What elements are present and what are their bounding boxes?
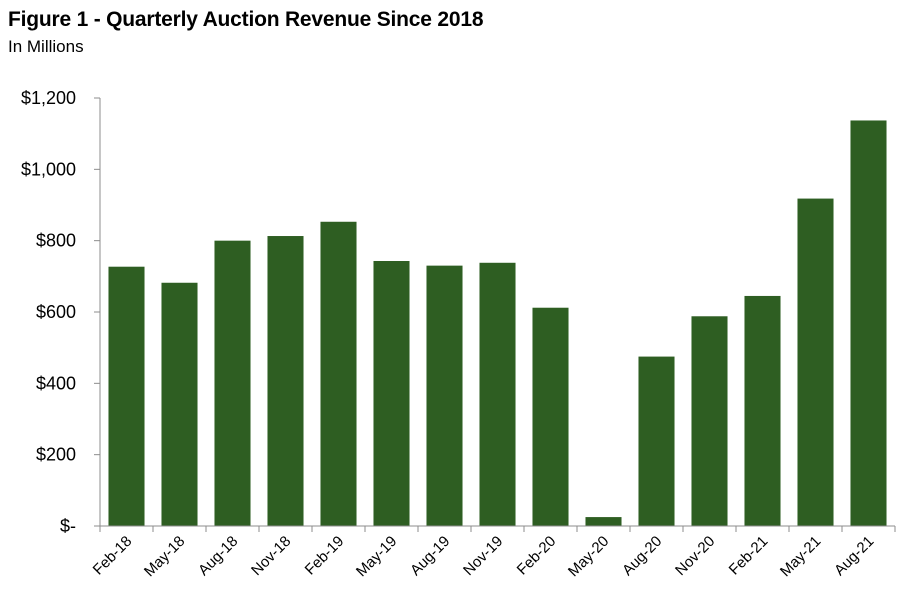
bar <box>320 221 357 526</box>
y-tick-label: $400 <box>36 373 76 393</box>
bar <box>161 282 198 526</box>
x-tick-label: May-19 <box>353 533 400 580</box>
x-tick-label: Aug-18 <box>195 533 241 579</box>
y-tick-label: $800 <box>36 231 76 251</box>
bar <box>585 517 622 526</box>
x-tick-label: Feb-18 <box>90 533 136 579</box>
bar <box>638 356 675 526</box>
y-tick-label: $- <box>60 516 76 536</box>
x-tick-label: Aug-19 <box>407 533 453 579</box>
bar <box>691 316 728 526</box>
chart-title: Figure 1 - Quarterly Auction Revenue Sin… <box>8 8 484 31</box>
y-axis: $- $200 $400 $600 $800 $1,000 $1,200 <box>21 88 101 536</box>
bar <box>108 266 145 526</box>
x-tick-label: Feb-19 <box>302 533 348 579</box>
bar <box>373 260 410 526</box>
bar <box>797 198 834 526</box>
bar <box>479 262 516 526</box>
x-tick-label: May-20 <box>565 533 612 580</box>
bar <box>532 307 569 526</box>
bar <box>214 240 251 526</box>
chart-subtitle: In Millions <box>8 37 84 56</box>
x-tick-label: Nov-20 <box>672 533 718 579</box>
x-tick-label: Aug-20 <box>619 533 665 579</box>
y-tick-label: $1,000 <box>21 159 76 179</box>
y-tick-label: $1,200 <box>21 88 76 108</box>
x-tick-label: Feb-21 <box>726 533 772 579</box>
x-axis: Feb-18 May-18 Aug-18 Nov-18 Feb-19 May-19 Aug-… <box>90 525 896 580</box>
y-tick-label: $200 <box>36 445 76 465</box>
y-tick-label: $600 <box>36 302 76 322</box>
bars <box>108 120 887 526</box>
x-tick-label: Nov-18 <box>248 533 294 579</box>
bar <box>850 120 887 526</box>
x-tick-label: May-21 <box>777 533 824 580</box>
x-tick-label: Aug-21 <box>831 533 877 579</box>
x-tick-label: Nov-19 <box>460 533 506 579</box>
x-tick-label: Feb-20 <box>514 533 560 579</box>
bar <box>426 265 463 526</box>
x-tick-label: May-18 <box>141 533 188 580</box>
bar <box>267 236 304 526</box>
bar <box>744 295 781 526</box>
